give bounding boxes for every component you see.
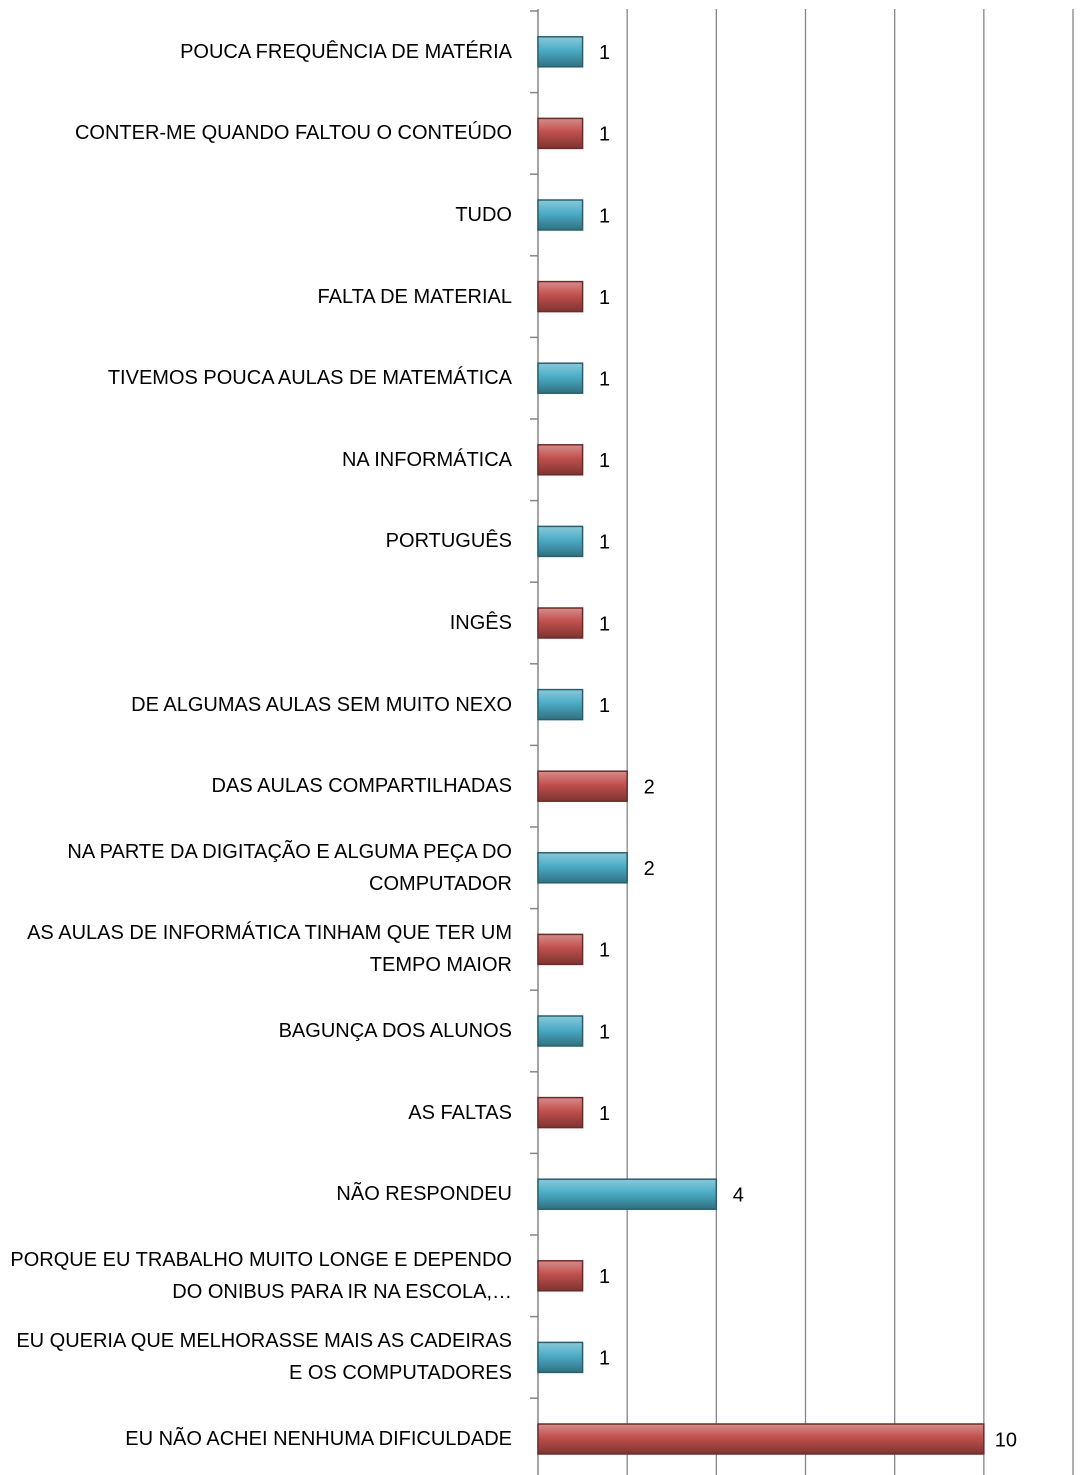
bar: [537, 770, 628, 802]
data-label: 1: [599, 42, 610, 64]
y-tick-label-box: AS FALTAS: [0, 1072, 512, 1154]
data-label: 1: [599, 205, 610, 227]
y-tick-label: NÃO RESPONDEU: [336, 1183, 512, 1206]
data-label: 1: [599, 450, 610, 472]
data-label: 2: [644, 858, 655, 880]
y-tick-label-box: DE ALGUMAS AULAS SEM MUITO NEXO: [0, 664, 512, 746]
data-label: 1: [599, 940, 610, 962]
y-tick-label: AS FALTAS: [408, 1101, 512, 1124]
bar: [537, 1096, 584, 1129]
y-tick-label-box: DAS AULAS COMPARTILHADAS: [0, 745, 512, 827]
y-tick-label: PORTUGUÊS: [385, 530, 512, 553]
y-tick-label: DAS AULAS COMPARTILHADAS: [211, 775, 512, 798]
y-tick-label: BAGUNÇA DOS ALUNOS: [278, 1019, 512, 1042]
data-label: 2: [644, 776, 655, 798]
y-tick-label-box: EU QUERIA QUE MELHORASSE MAIS AS CADEIRA…: [0, 1317, 512, 1399]
y-tick-label: TIVEMOS POUCA AULAS DE MATEMÁTICA: [107, 367, 512, 390]
bar: [537, 852, 628, 884]
data-label: 1: [599, 368, 610, 390]
y-tick-label-box: BAGUNÇA DOS ALUNOS: [0, 990, 512, 1072]
bar: [537, 444, 584, 476]
bar: [537, 117, 584, 150]
bar: [537, 1015, 584, 1047]
y-tick-label-box: PORQUE EU TRABALHO MUITO LONGE E DEPENDO…: [0, 1235, 512, 1317]
y-tick-label-box: NÃO RESPONDEU: [0, 1153, 512, 1235]
bar: [537, 1423, 985, 1455]
data-label: 1: [599, 695, 610, 717]
data-label: 4: [733, 1184, 744, 1206]
y-tick-label-box: TIVEMOS POUCA AULAS DE MATEMÁTICA: [0, 337, 512, 419]
y-tick-label: INGÊS: [449, 611, 512, 634]
data-label: 1: [599, 1266, 610, 1288]
data-label: 1: [599, 287, 610, 309]
bar: [537, 36, 584, 68]
y-tick-label-box: AS AULAS DE INFORMÁTICA TINHAM QUE TER U…: [0, 909, 512, 991]
y-tick-label: TUDO: [455, 203, 512, 226]
data-label: 1: [599, 1348, 610, 1370]
bar: [537, 1260, 584, 1292]
y-tick-label-box: INGÊS: [0, 582, 512, 664]
data-label: 1: [599, 124, 610, 146]
y-tick-label-box: NA PARTE DA DIGITAÇÃO E ALGUMA PEÇA DO C…: [0, 827, 512, 909]
y-tick-label: POUCA FREQUÊNCIA DE MATÉRIA: [180, 40, 512, 63]
bar: [537, 688, 584, 721]
y-tick-label: DE ALGUMAS AULAS SEM MUITO NEXO: [131, 693, 512, 716]
y-tick-label-box: TUDO: [0, 174, 512, 256]
y-tick-label: CONTER-ME QUANDO FALTOU O CONTEÚDO: [74, 122, 512, 145]
bar: [537, 1178, 718, 1210]
y-tick-label: AS AULAS DE INFORMÁTICA TINHAM QUE TER U…: [27, 922, 512, 977]
y-tick-label-box: CONTER-ME QUANDO FALTOU O CONTEÚDO: [0, 93, 512, 175]
y-tick-label: PORQUE EU TRABALHO MUITO LONGE E DEPENDO…: [10, 1248, 512, 1303]
bar: [537, 362, 584, 394]
y-tick-label-box: PORTUGUÊS: [0, 501, 512, 583]
data-label: 1: [599, 1021, 610, 1043]
bar: [537, 933, 584, 966]
bar: [537, 607, 584, 639]
bar: [537, 525, 584, 558]
y-tick-label: NA INFORMÁTICA: [341, 448, 512, 471]
bar: [537, 280, 584, 313]
y-tick-label-box: POUCA FREQUÊNCIA DE MATÉRIA: [0, 11, 512, 93]
y-tick-label: NA PARTE DA DIGITAÇÃO E ALGUMA PEÇA DO C…: [67, 840, 512, 895]
data-label: 1: [599, 1103, 610, 1125]
y-tick-label-box: FALTA DE MATERIAL: [0, 256, 513, 338]
y-tick-label-box: NA INFORMÁTICA: [0, 419, 512, 501]
data-label: 10: [995, 1429, 1017, 1451]
y-tick-label: FALTA DE MATERIAL: [317, 285, 513, 308]
y-tick-label-box: EU NÃO ACHEI NENHUMA DIFICULDADE: [0, 1398, 512, 1475]
bar: [537, 1341, 584, 1374]
data-label: 1: [599, 532, 610, 554]
y-tick-label: EU QUERIA QUE MELHORASSE MAIS AS CADEIRA…: [16, 1330, 512, 1385]
data-label: 1: [599, 613, 610, 635]
y-tick-label: EU NÃO ACHEI NENHUMA DIFICULDADE: [125, 1427, 512, 1450]
bar: [537, 199, 584, 231]
